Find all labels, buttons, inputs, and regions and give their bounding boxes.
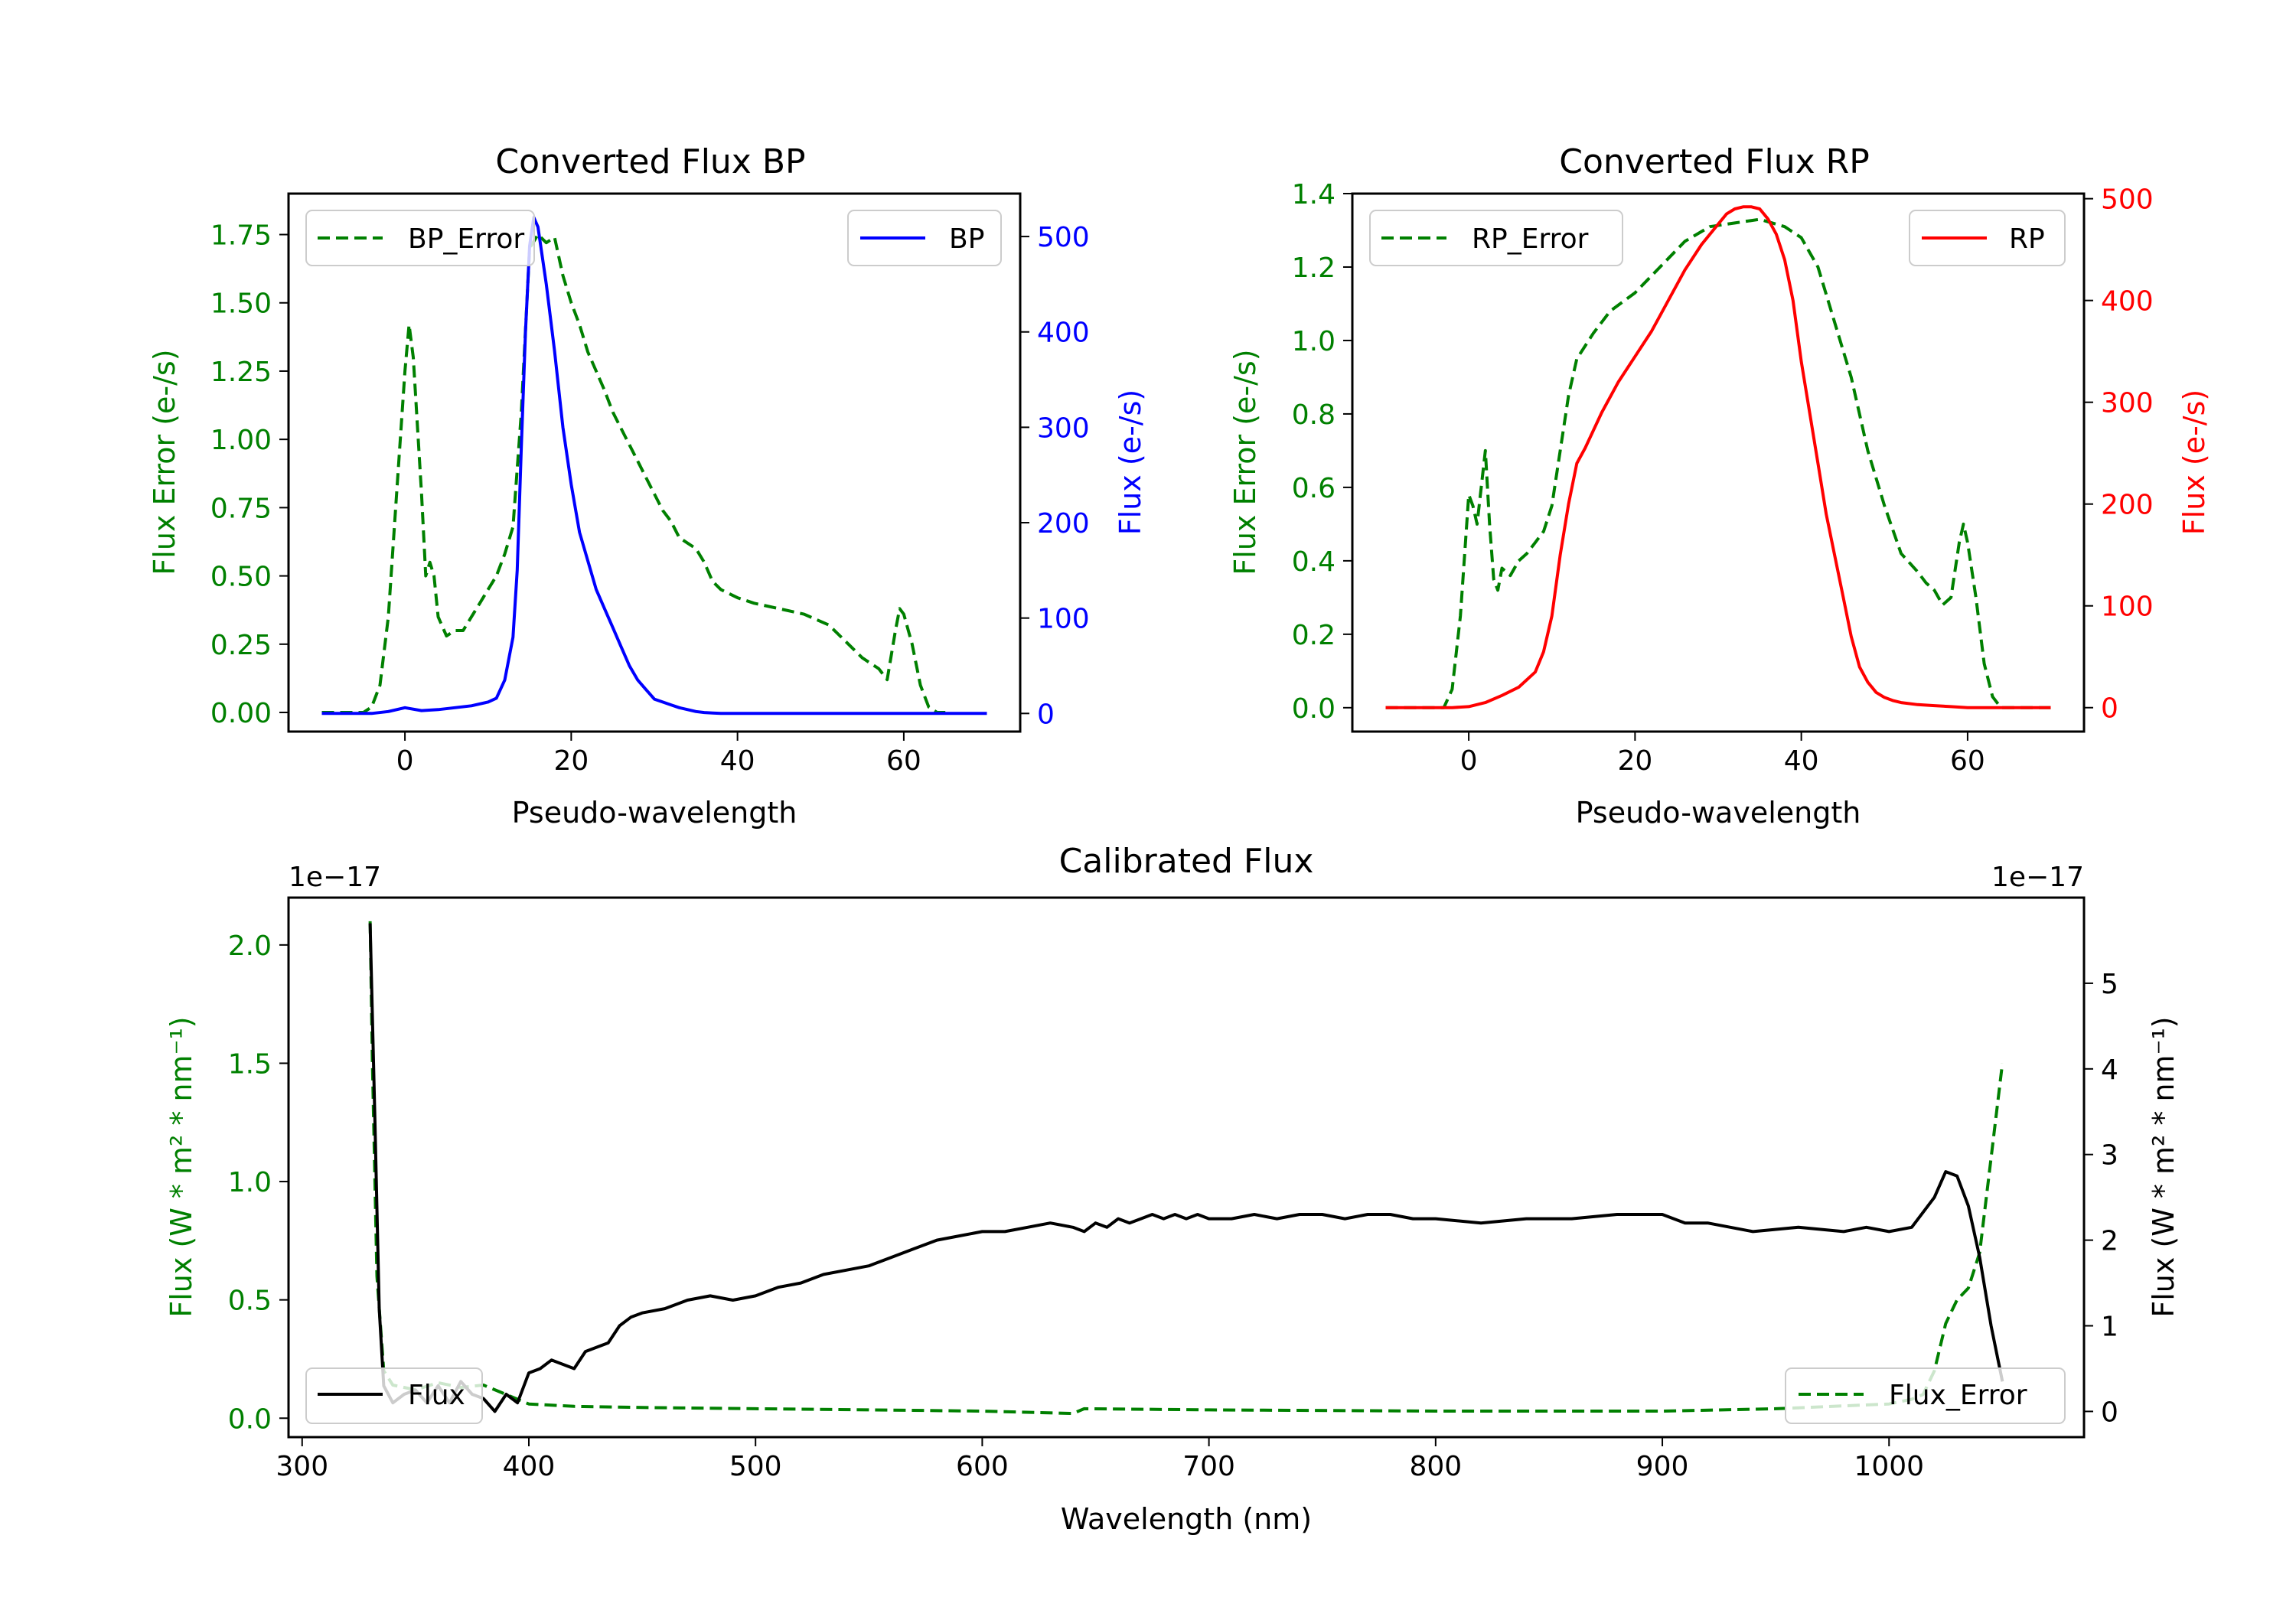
rp-plot-frame bbox=[1351, 192, 2086, 733]
calibrated-left-tick-label: 1.5 bbox=[228, 1048, 272, 1080]
calibrated-left-tick-label: 1.0 bbox=[228, 1167, 272, 1198]
bp-series-line bbox=[321, 216, 987, 715]
rp-right-axis-label: Flux (e-/s) bbox=[2177, 390, 2211, 535]
rp-x-tick-label: 60 bbox=[1950, 745, 1985, 777]
calibrated-right-tick-label: 4 bbox=[2101, 1054, 2118, 1086]
bp-right-tick-label: 300 bbox=[1037, 412, 1090, 444]
rp-chart-panel: Converted Flux RP 0 20 40 60 0.0 0.2 0.4 0.6 0.8… bbox=[1228, 142, 2211, 830]
rp-right-tick-label: 200 bbox=[2101, 490, 2154, 521]
bp-left-tick-label: 1.50 bbox=[210, 288, 272, 320]
calibrated-x-tick-label: 400 bbox=[503, 1451, 556, 1482]
calibrated-right-tick-label: 1 bbox=[2101, 1312, 2118, 1343]
calibrated-left-axis-label: Flux (W * m² * nm⁻¹) bbox=[165, 1016, 198, 1317]
bp-left-axis-label: Flux Error (e-/s) bbox=[148, 349, 181, 575]
bp-x-tick-label: 60 bbox=[886, 745, 921, 777]
bp-chart-panel: Converted Flux BP 0 20 40 60 0.00 0.25 0.50 0.7… bbox=[148, 142, 1147, 830]
flux-legend: Flux bbox=[305, 1367, 483, 1424]
flux-error-legend: Flux_Error bbox=[1785, 1367, 2066, 1424]
bp-right-tick-label: 400 bbox=[1037, 318, 1090, 349]
rp-left-tick-label: 0.4 bbox=[1292, 546, 1336, 578]
bp-x-tick-label: 40 bbox=[720, 745, 755, 777]
calibrated-right-offset-label: 1e−17 bbox=[1991, 862, 2084, 893]
rp-left-tick-label: 0.2 bbox=[1292, 620, 1336, 651]
flux-series-line bbox=[368, 923, 2004, 1413]
rp-right-tick-label: 400 bbox=[2101, 286, 2154, 318]
bp-x-tick-label: 20 bbox=[553, 745, 589, 777]
bp-left-tick-label: 1.75 bbox=[210, 220, 272, 252]
calibrated-right-tick-label: 3 bbox=[2101, 1140, 2118, 1172]
calibrated-x-tick-label: 800 bbox=[1409, 1451, 1462, 1482]
calibrated-x-tick-label: 900 bbox=[1636, 1451, 1689, 1482]
calibrated-chart-title: Calibrated Flux bbox=[1059, 842, 1314, 881]
bp-legend: BP bbox=[847, 210, 1002, 266]
calibrated-left-tick-label: 0.0 bbox=[228, 1403, 272, 1435]
bp-x-axis-label: Pseudo-wavelength bbox=[512, 796, 797, 830]
calibrated-left-offset-label: 1e−17 bbox=[289, 862, 381, 893]
bp-left-tick-label: 0.50 bbox=[210, 562, 272, 593]
calibrated-x-tick-label: 1000 bbox=[1854, 1451, 1924, 1482]
rp-x-tick-label: 40 bbox=[1784, 745, 1819, 777]
bp-right-tick-label: 100 bbox=[1037, 604, 1090, 635]
rp-chart-title: Converted Flux RP bbox=[1559, 142, 1870, 181]
calibrated-left-tick-label: 0.5 bbox=[228, 1286, 272, 1317]
rp-legend: RP bbox=[1909, 210, 2066, 266]
flux-error-legend-label: Flux_Error bbox=[1889, 1380, 2027, 1411]
rp-left-tick-label: 0.0 bbox=[1292, 693, 1336, 725]
bp-legend-label: BP bbox=[949, 223, 984, 255]
bp-error-legend: BP_Error bbox=[305, 210, 535, 266]
bp-right-tick-label: 0 bbox=[1037, 699, 1055, 730]
bp-plot-frame bbox=[287, 192, 1022, 733]
calibrated-x-tick-label: 500 bbox=[729, 1451, 782, 1482]
bp-x-tick-label: 0 bbox=[396, 745, 414, 777]
rp-right-tick-label: 0 bbox=[2101, 693, 2118, 725]
calibrated-right-tick-label: 2 bbox=[2101, 1226, 2118, 1257]
bp-left-tick-label: 0.00 bbox=[210, 698, 272, 729]
calibrated-right-axis-label: Flux (W * m² * nm⁻¹) bbox=[2147, 1016, 2180, 1317]
rp-left-tick-label: 0.6 bbox=[1292, 473, 1336, 504]
bp-error-legend-label: BP_Error bbox=[408, 223, 524, 255]
rp-left-axis-label: Flux Error (e-/s) bbox=[1228, 349, 1262, 575]
calibrated-x-tick-label: 700 bbox=[1182, 1451, 1235, 1482]
rp-x-tick-label: 0 bbox=[1460, 745, 1478, 777]
calibrated-chart-panel: Calibrated Flux 300 400 500 600 700 800 900 100… bbox=[165, 842, 2180, 1536]
calibrated-x-tick-label: 300 bbox=[276, 1451, 328, 1482]
calibrated-right-tick-label: 0 bbox=[2101, 1397, 2118, 1428]
rp-right-tick-label: 100 bbox=[2101, 592, 2154, 623]
bp-left-tick-label: 0.75 bbox=[210, 493, 272, 524]
rp-right-tick-label: 500 bbox=[2101, 184, 2154, 216]
bp-left-tick-label: 0.25 bbox=[210, 630, 272, 661]
calibrated-x-tick-label: 600 bbox=[956, 1451, 1009, 1482]
bp-right-tick-label: 200 bbox=[1037, 508, 1090, 539]
calibrated-right-tick-label: 5 bbox=[2101, 969, 2118, 1000]
bp-left-tick-label: 1.00 bbox=[210, 425, 272, 456]
rp-x-tick-label: 20 bbox=[1617, 745, 1652, 777]
rp-left-tick-label: 1.4 bbox=[1292, 179, 1336, 210]
rp-error-legend-label: RP_Error bbox=[1472, 223, 1589, 255]
calibrated-x-axis-label: Wavelength (nm) bbox=[1061, 1502, 1312, 1536]
rp-left-tick-label: 1.0 bbox=[1292, 326, 1336, 357]
rp-left-tick-label: 1.2 bbox=[1292, 253, 1336, 284]
bp-right-axis-label: Flux (e-/s) bbox=[1114, 390, 1147, 535]
bp-left-tick-label: 1.25 bbox=[210, 357, 272, 388]
rp-error-series-line bbox=[1385, 217, 2051, 709]
flux-legend-label: Flux bbox=[408, 1380, 465, 1411]
calibrated-plot-frame bbox=[287, 896, 2086, 1439]
bp-chart-title: Converted Flux BP bbox=[495, 142, 805, 181]
flux-error-series-line bbox=[368, 921, 2004, 1416]
rp-error-legend: RP_Error bbox=[1369, 210, 1623, 266]
rp-legend-label: RP bbox=[2009, 223, 2045, 255]
rp-series-line bbox=[1385, 205, 2051, 709]
rp-x-axis-label: Pseudo-wavelength bbox=[1576, 796, 1861, 830]
rp-right-tick-label: 300 bbox=[2101, 388, 2154, 419]
bp-error-series-line bbox=[321, 233, 946, 714]
bp-right-tick-label: 500 bbox=[1037, 222, 1090, 253]
calibrated-left-tick-label: 2.0 bbox=[228, 931, 272, 962]
rp-left-tick-label: 0.8 bbox=[1292, 399, 1336, 431]
